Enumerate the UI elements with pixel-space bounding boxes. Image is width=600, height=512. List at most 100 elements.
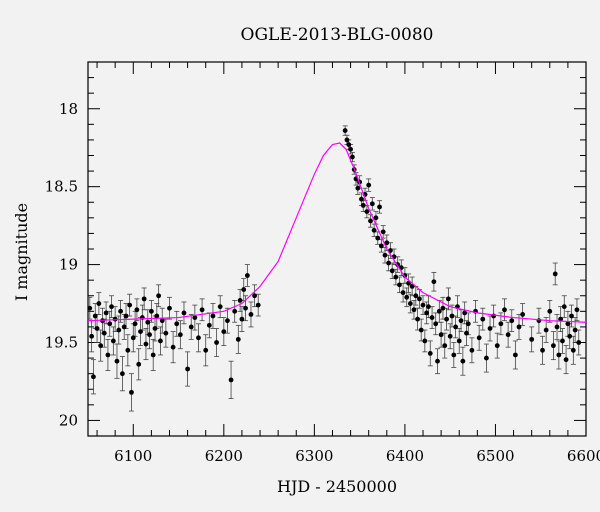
data-point <box>196 335 201 341</box>
data-point <box>199 307 205 313</box>
data-point <box>447 333 453 339</box>
y-axis-label: I magnitude <box>12 203 31 301</box>
data-point <box>529 336 535 342</box>
data-point <box>369 201 375 207</box>
y-axis: 18 18.5 19 19.5 20 <box>45 61 586 437</box>
data-point <box>386 260 392 266</box>
data-point <box>147 332 152 338</box>
data-point <box>570 347 576 353</box>
y-tick-label: 20 <box>59 411 78 429</box>
data-point <box>462 310 468 316</box>
data-point <box>348 146 353 152</box>
x-tick-label: 6200 <box>205 447 243 465</box>
data-point <box>552 271 558 277</box>
data-point <box>407 301 413 306</box>
data-point <box>422 338 428 344</box>
data-point <box>243 305 248 311</box>
data-point <box>107 321 113 327</box>
data-point <box>349 154 355 160</box>
data-point <box>127 302 133 308</box>
data-point <box>235 336 241 342</box>
data-point <box>210 313 216 319</box>
data-point <box>498 321 504 327</box>
data-point <box>87 305 93 311</box>
data-point <box>397 282 402 288</box>
data-point <box>206 322 212 328</box>
data-point <box>373 215 379 221</box>
data-point <box>516 324 522 330</box>
x-tick-label: 6100 <box>114 447 152 465</box>
data-point <box>512 352 518 358</box>
data-point <box>426 304 431 310</box>
data-point <box>487 326 493 331</box>
data-point <box>416 296 422 302</box>
data-point <box>464 330 469 336</box>
data-point <box>114 358 120 364</box>
data-point <box>435 358 440 364</box>
data-point <box>346 142 352 147</box>
data-point <box>167 305 172 311</box>
data-point <box>418 327 424 333</box>
data-point <box>364 209 370 215</box>
data-point <box>453 324 459 330</box>
data-point <box>556 352 562 358</box>
data-point <box>520 312 526 317</box>
y-tick-label: 19 <box>59 256 78 274</box>
data-point <box>449 313 455 319</box>
data-point <box>393 274 399 280</box>
data-point <box>375 235 381 241</box>
data-point <box>505 332 511 338</box>
data-point <box>368 218 373 224</box>
data-point <box>134 307 140 313</box>
data-point <box>101 330 107 336</box>
data-point <box>574 307 580 313</box>
data-point <box>469 347 475 353</box>
model-curve <box>87 142 587 323</box>
data-point <box>436 308 442 314</box>
data-point <box>424 310 430 316</box>
data-point <box>130 335 136 341</box>
data-point <box>252 293 258 299</box>
data-point <box>565 321 571 327</box>
plot-border <box>87 61 587 437</box>
data-point <box>380 229 386 235</box>
data-point <box>409 284 415 289</box>
x-axis-label: HJD - 2450000 <box>277 477 397 496</box>
data-point <box>105 352 111 358</box>
data-point <box>136 361 142 367</box>
data-point <box>203 347 209 353</box>
data-point <box>420 302 426 308</box>
data-point <box>96 301 102 306</box>
data-point <box>239 316 245 322</box>
data-point <box>225 318 230 324</box>
data-point <box>192 315 198 320</box>
data-point <box>232 308 238 314</box>
x-tick-label: 6400 <box>386 447 424 465</box>
data-point <box>465 321 471 327</box>
data-point <box>145 319 151 325</box>
data-point <box>377 204 382 210</box>
data-point <box>444 316 449 322</box>
data-point <box>163 330 169 336</box>
plot-frame <box>87 61 587 437</box>
data-point <box>109 304 114 310</box>
x-tick-label: 6600 <box>567 447 600 465</box>
data-point <box>558 316 564 322</box>
data-point <box>150 352 156 358</box>
data-point <box>241 287 247 292</box>
data-point <box>156 293 162 299</box>
data-point <box>431 279 437 285</box>
data-point <box>371 227 377 233</box>
data-point <box>540 347 545 353</box>
data-point <box>460 358 466 364</box>
data-point <box>382 252 388 258</box>
data-point <box>378 243 384 249</box>
x-axis: 6100 6200 6300 6400 6500 6600 <box>96 62 600 465</box>
model-curve-group <box>87 142 587 323</box>
data-point <box>244 273 250 278</box>
data-point <box>221 329 227 334</box>
data-point <box>366 182 372 188</box>
data-point <box>148 308 154 314</box>
